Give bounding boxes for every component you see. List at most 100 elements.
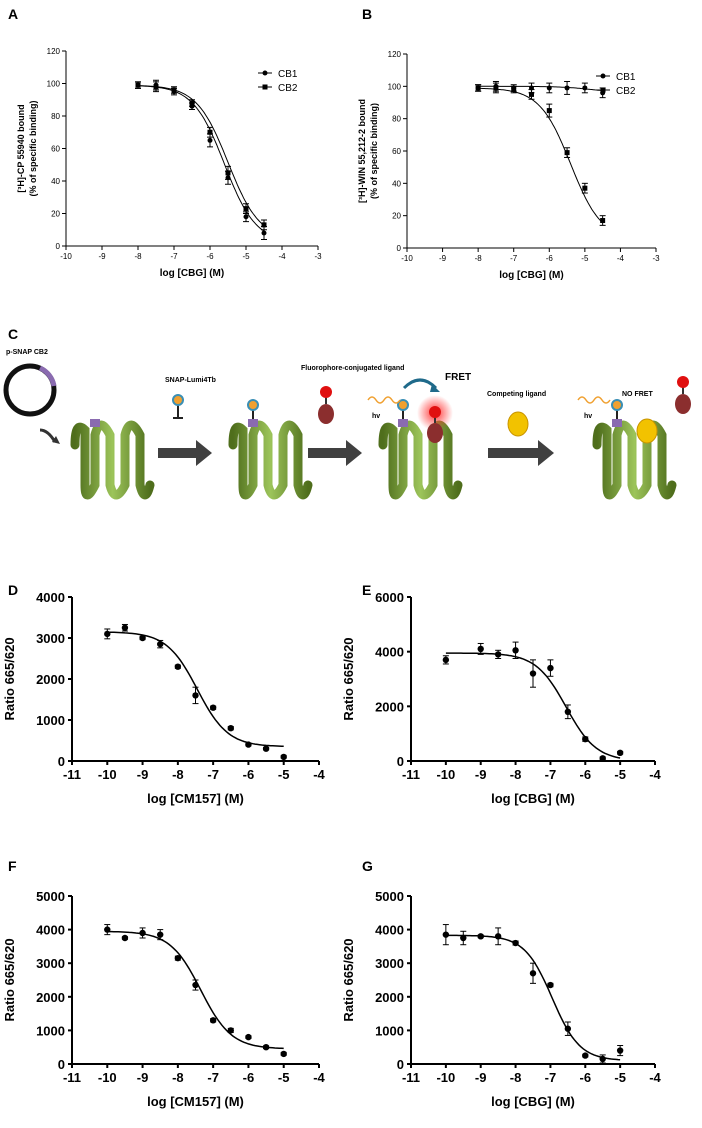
y-tick-label-b: 80	[392, 115, 401, 124]
data-point-f-s	[139, 929, 146, 937]
x-tick-label-d: -11	[63, 767, 81, 782]
data-point-b-CB2	[564, 150, 570, 156]
data-point-g-s	[512, 939, 519, 947]
y-axis-label-line1-b: [³H]-WIN 55,212-2 bound	[357, 99, 367, 203]
x-tick-label-b: -10	[401, 254, 413, 263]
data-point-d-s	[192, 692, 199, 699]
x-tick-label-g: -5	[614, 1070, 626, 1085]
panel-letter-e: E	[362, 582, 372, 598]
hv-label-1: hv	[372, 413, 380, 420]
data-point-f-s	[174, 954, 182, 962]
x-axis-label-a: log [CBG] (M)	[160, 268, 224, 279]
data-point-f-s	[104, 926, 111, 933]
panel-letter-c: C	[8, 326, 19, 342]
legend-label-a-1: CB2	[278, 83, 298, 94]
x-tick-label-b: -8	[475, 254, 483, 263]
y-tick-label-f: 1000	[36, 1023, 65, 1038]
y-tick-label-g: 0	[397, 1057, 404, 1072]
y-tick-label-f: 0	[58, 1057, 65, 1072]
data-point-a-CB1	[243, 214, 249, 220]
y-tick-label-b: 20	[392, 212, 401, 221]
data-point-a-CB2	[135, 82, 141, 88]
y-tick-label-f: 2000	[36, 990, 65, 1005]
panel-letter-f: F	[8, 858, 17, 874]
data-point-g-s	[442, 931, 450, 938]
data-point-b-CB1	[582, 85, 588, 91]
data-point-b-CB2	[493, 85, 499, 91]
x-tick-label-b: -7	[510, 254, 518, 263]
chart-b-group: -10 -9 -8 -7 -6 -5 -4 -3 0 20 40 60 80 100 120 log [CBG…	[357, 50, 660, 281]
data-point-e-s	[529, 670, 537, 677]
hv-label-2: hv	[584, 413, 592, 420]
data-point-f-s	[280, 1050, 287, 1058]
data-point-a-CB2	[171, 87, 177, 93]
data-point-f-s	[121, 934, 129, 942]
data-point-f-s	[245, 1033, 252, 1041]
chart-g-group: -11 -10 -9 -8 -7 -6 -5 -4 0 1000 2000 3000 4000 5000 l…	[341, 889, 662, 1109]
legend-marker-a	[262, 84, 268, 90]
y-tick-label-a: 40	[51, 177, 60, 186]
data-point-e-s	[599, 755, 606, 762]
data-point-e-s	[564, 708, 572, 715]
data-point-e-s	[547, 664, 554, 672]
y-tick-label-b: 0	[397, 244, 402, 253]
chart-f-group: -11 -10 -9 -8 -7 -6 -5 -4 0 1000 2000 3000 4000 5000 l…	[2, 889, 326, 1109]
data-point-g-s	[564, 1025, 572, 1032]
x-tick-label-f: -10	[98, 1070, 117, 1085]
no-fret-label: NO FRET	[622, 391, 653, 398]
x-tick-label-a: -10	[60, 252, 72, 261]
x-tick-label-d: -5	[278, 767, 290, 782]
panel-letter-d: D	[8, 582, 19, 598]
y-tick-label-d: 3000	[36, 631, 65, 646]
x-axis-label-g: log [CBG] (M)	[491, 1094, 575, 1109]
y-tick-label-f: 5000	[36, 889, 65, 904]
fit-curve-a-0	[138, 85, 265, 232]
legend-label-a-0: CB1	[278, 69, 298, 80]
data-point-d-s	[104, 630, 111, 638]
y-tick-label-e: 2000	[375, 699, 404, 714]
x-tick-label-d: -7	[207, 767, 219, 782]
x-tick-label-f: -11	[63, 1070, 81, 1085]
legend-marker-b	[600, 87, 606, 93]
y-tick-label-e: 0	[397, 754, 404, 769]
data-point-b-CB1	[564, 85, 570, 91]
y-tick-label-g: 4000	[375, 923, 404, 938]
data-point-f-s	[227, 1027, 234, 1034]
data-point-e-s	[477, 645, 484, 653]
receptor-3-icon	[378, 395, 463, 500]
receptor-2-icon	[228, 399, 313, 500]
y-tick-label-a: 80	[51, 112, 60, 121]
x-tick-label-a: -9	[98, 252, 106, 261]
y-tick-label-g: 3000	[375, 956, 404, 971]
y-tick-label-g: 2000	[375, 990, 404, 1005]
competing-ligand-icon	[507, 411, 529, 437]
arrow-3-icon	[488, 440, 554, 466]
x-tick-label-g: -8	[510, 1070, 522, 1085]
fret-arc-icon	[402, 378, 438, 390]
data-point-f-s	[192, 981, 199, 989]
receptor-4-icon	[592, 399, 677, 500]
data-point-a-CB1	[261, 230, 267, 236]
x-tick-label-g: -6	[580, 1070, 592, 1085]
data-point-d-s	[227, 725, 234, 732]
fit-curve-g-0	[445, 934, 621, 1061]
x-tick-label-b: -3	[652, 254, 660, 263]
y-tick-label-a: 20	[51, 210, 60, 219]
y-tick-label-e: 4000	[375, 645, 404, 660]
receptor-1-icon	[70, 419, 155, 500]
data-point-g-s	[494, 933, 502, 940]
plasmid-label: p-SNAP CB2	[6, 349, 48, 356]
x-tick-label-a: -3	[314, 252, 322, 261]
fit-curve-a-1	[137, 85, 265, 226]
y-tick-label-a: 0	[56, 242, 61, 251]
y-axis-label-f: Ratio 665/620	[2, 938, 17, 1021]
y-tick-label-a: 100	[47, 80, 61, 89]
y-tick-label-b: 120	[388, 50, 402, 59]
data-point-g-s	[529, 970, 537, 977]
x-tick-label-d: -9	[137, 767, 149, 782]
x-tick-label-b: -9	[439, 254, 447, 263]
step1-label: SNAP-Lumi4Tb	[165, 377, 216, 384]
fluorescent-ligand-icon	[318, 386, 334, 424]
x-tick-label-e: -4	[649, 767, 661, 782]
data-point-d-s	[139, 634, 146, 642]
